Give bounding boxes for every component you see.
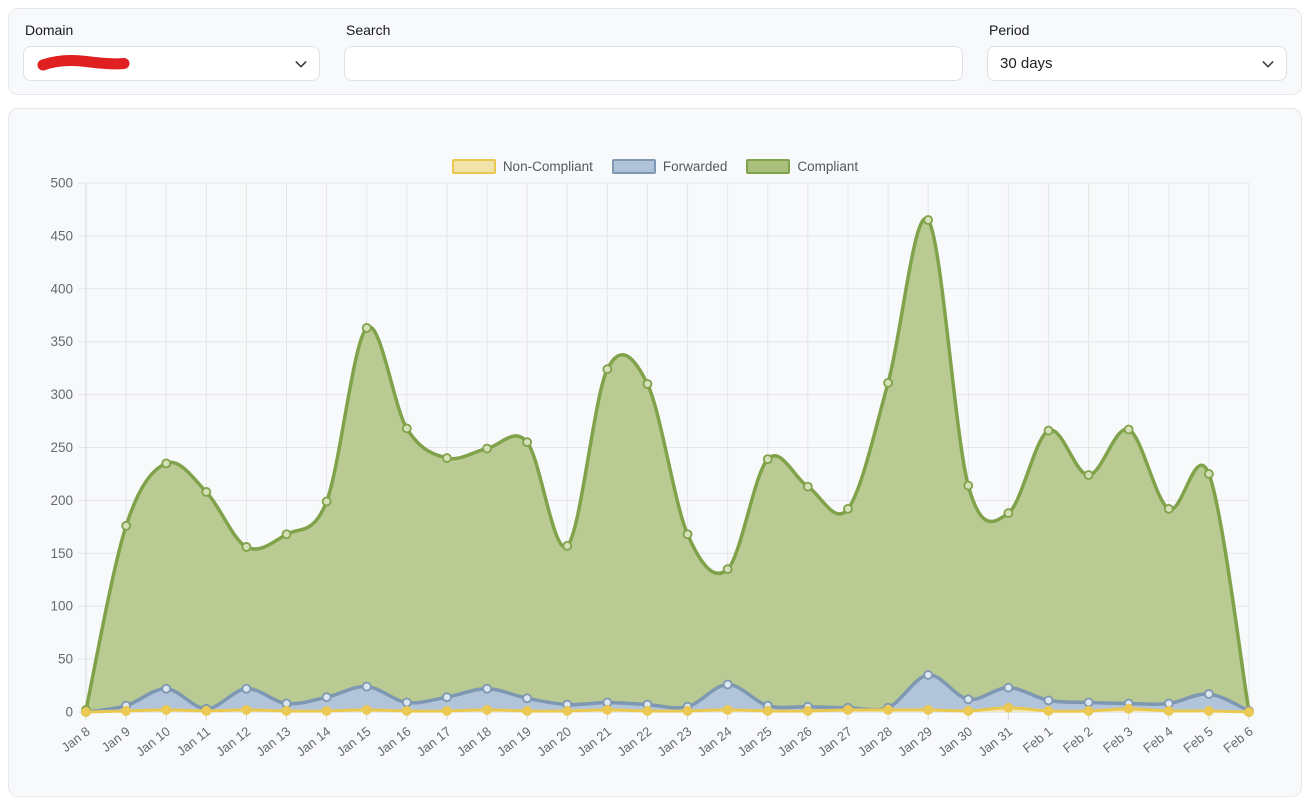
legend-item-compliant[interactable]: Compliant: [746, 158, 859, 174]
svg-text:350: 350: [50, 334, 73, 349]
svg-text:Jan 20: Jan 20: [534, 724, 574, 760]
period-value: 30 days: [1000, 55, 1053, 72]
svg-text:Jan 21: Jan 21: [574, 724, 614, 760]
svg-text:Feb 5: Feb 5: [1180, 724, 1215, 756]
svg-text:Jan 12: Jan 12: [213, 724, 253, 760]
search-field: Search: [344, 22, 963, 94]
svg-text:Jan 22: Jan 22: [614, 724, 654, 760]
period-select[interactable]: 30 days: [987, 46, 1287, 81]
svg-text:250: 250: [50, 440, 73, 455]
redacted-domain-scribble: [37, 55, 130, 71]
forwarded-swatch-icon: [611, 158, 656, 174]
svg-text:Jan 9: Jan 9: [99, 724, 133, 755]
search-label: Search: [346, 22, 391, 38]
svg-text:Jan 23: Jan 23: [654, 724, 694, 760]
svg-text:0: 0: [65, 705, 73, 720]
legend-label: Compliant: [797, 158, 859, 174]
svg-text:Jan 15: Jan 15: [334, 724, 374, 760]
compliant-swatch-icon: [746, 158, 791, 174]
svg-text:Jan 27: Jan 27: [815, 724, 855, 760]
area-chart-svg: 0 50 100 150 200 250 300 350 400 450 500 Jan 8 Jan 9…: [50, 176, 1255, 760]
svg-text:Jan 17: Jan 17: [414, 724, 454, 760]
non-compliant-swatch-icon: [451, 158, 496, 174]
svg-text:300: 300: [50, 387, 73, 402]
chart-legend: Non-Compliant Forwarded Compliant: [9, 157, 1301, 175]
chart-card: Non-Compliant Forwarded Compliant 0 50 100…: [8, 108, 1302, 797]
search-box[interactable]: [344, 46, 963, 81]
search-input[interactable]: [357, 47, 950, 80]
svg-text:200: 200: [50, 493, 73, 508]
legend-label: Non-Compliant: [502, 158, 593, 174]
svg-text:Jan 28: Jan 28: [855, 724, 895, 760]
period-field: Period 30 days: [987, 22, 1287, 94]
svg-text:Feb 1: Feb 1: [1020, 724, 1055, 756]
svg-text:Jan 10: Jan 10: [133, 724, 173, 760]
svg-text:450: 450: [50, 228, 73, 243]
svg-text:Jan 30: Jan 30: [935, 724, 975, 760]
chevron-down-icon: [295, 61, 307, 68]
svg-text:Jan 16: Jan 16: [374, 724, 414, 760]
svg-text:Jan 8: Jan 8: [59, 724, 93, 755]
period-label: Period: [989, 22, 1030, 38]
chevron-down-icon: [1262, 61, 1274, 68]
svg-text:500: 500: [50, 176, 73, 191]
svg-text:Jan 11: Jan 11: [174, 724, 213, 759]
svg-text:Jan 18: Jan 18: [454, 724, 494, 760]
filter-bar: Domain Search Period 30 days: [8, 8, 1302, 95]
svg-text:Jan 19: Jan 19: [494, 724, 534, 760]
svg-text:Feb 2: Feb 2: [1060, 724, 1095, 756]
legend-item-forwarded[interactable]: Forwarded: [611, 158, 728, 174]
svg-text:Jan 31: Jan 31: [975, 724, 1015, 760]
legend-label: Forwarded: [662, 158, 728, 174]
domain-label: Domain: [25, 22, 74, 38]
svg-text:50: 50: [58, 652, 73, 667]
svg-text:Jan 25: Jan 25: [735, 724, 775, 760]
area-chart-canvas: 0 50 100 150 200 250 300 350 400 450 500 Jan 8 Jan 9…: [9, 175, 1301, 783]
domain-select[interactable]: [23, 46, 320, 81]
svg-text:Feb 4: Feb 4: [1140, 724, 1175, 756]
domain-field: Domain: [23, 22, 320, 94]
svg-text:400: 400: [50, 281, 73, 296]
svg-text:Jan 24: Jan 24: [694, 724, 734, 760]
legend-item-non-compliant[interactable]: Non-Compliant: [451, 158, 593, 174]
svg-text:Jan 29: Jan 29: [895, 724, 935, 760]
svg-text:Jan 13: Jan 13: [253, 724, 293, 760]
svg-text:Feb 3: Feb 3: [1100, 724, 1135, 756]
svg-text:Jan 14: Jan 14: [293, 724, 333, 760]
svg-text:Jan 26: Jan 26: [775, 724, 815, 760]
svg-text:100: 100: [50, 599, 73, 614]
svg-text:Feb 6: Feb 6: [1220, 724, 1255, 756]
svg-text:150: 150: [50, 546, 73, 561]
